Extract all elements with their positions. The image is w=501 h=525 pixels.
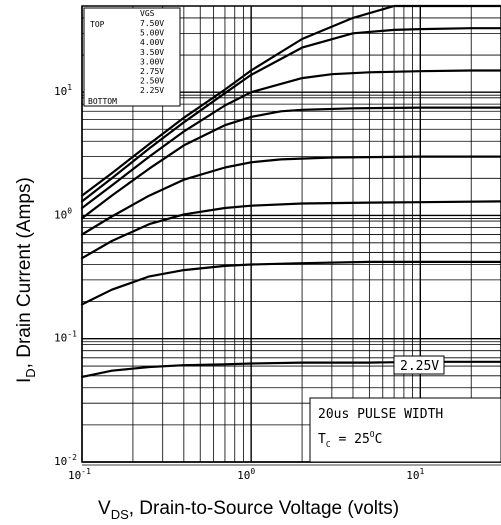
legend-entry: 4.00V [140, 38, 164, 47]
series-line-5-00v [80, 27, 501, 203]
temperature-symbol: T [318, 432, 326, 447]
x-tick-base: 10 [68, 469, 81, 482]
x-tick-label: 10-1 [68, 467, 91, 482]
temperature-degree: O [370, 430, 375, 439]
series-line-3-50v [80, 106, 501, 220]
y-tick-label: 10-1 [54, 330, 77, 345]
x-tick-exponent: 1 [420, 467, 425, 476]
legend-entry: 7.50V [140, 19, 164, 28]
test-conditions-box: 20us PULSE WIDTH TC = 25OC [309, 397, 501, 463]
pulse-width-note: 20us PULSE WIDTH [318, 407, 443, 422]
curve-label-text: 2.25V [400, 359, 439, 374]
curve-label-box [393, 355, 445, 375]
x-tick-base: 10 [406, 469, 419, 482]
series-line-4-00v [80, 69, 501, 210]
x-tick-label: 100 [237, 467, 255, 482]
series-line-2-50v [80, 260, 501, 306]
legend-entry: 2.25V [140, 86, 164, 95]
x-tick-label: 101 [406, 467, 424, 482]
x-axis-title-main: V [98, 498, 111, 519]
y-tick-label: 101 [54, 83, 72, 98]
y-tick-label: 10-2 [54, 453, 77, 468]
y-tick-label: 100 [54, 206, 72, 221]
y-tick-exponent: 1 [67, 83, 72, 92]
y-axis-title: ID, Drain Current (Amps) [14, 177, 38, 383]
legend-entry: 2.75V [140, 67, 164, 76]
legend-entry: 3.00V [140, 57, 164, 66]
x-tick-exponent: 0 [250, 467, 255, 476]
legend-bottom-label: BOTTOM [88, 97, 117, 106]
y-tick-base: 10 [54, 208, 67, 221]
temperature-value: = 25 [331, 432, 370, 447]
temperature-subscript: C [326, 440, 331, 449]
y-tick-exponent: 0 [67, 206, 72, 215]
plot-frame [81, 5, 501, 463]
y-axis-title-main: I [14, 378, 35, 383]
x-axis-title-sub: DS [111, 507, 129, 522]
temperature-note: TC = 25OC [318, 430, 382, 449]
legend-top-label: TOP [90, 20, 105, 29]
y-tick-exponent: -2 [67, 453, 77, 462]
x-tick-exponent: -1 [81, 467, 91, 476]
legend-entry: 2.50V [140, 77, 164, 86]
y-axis-title-sub: D [23, 368, 38, 377]
x-tick-base: 10 [237, 469, 250, 482]
series-layer [80, 4, 501, 378]
legend-box [83, 7, 181, 107]
y-tick-base: 10 [54, 332, 67, 345]
x-tick-labels: 10-1 100 101 [68, 467, 425, 482]
temperature-unit: C [375, 432, 383, 447]
x-axis-title-rest: , Drain-to-Source Voltage (volts) [129, 498, 399, 519]
curve-label-2-25v: 2.25V [393, 355, 445, 375]
legend: VGS TOP BOTTOM 7.50V5.00V4.00V3.50V3.00V… [83, 7, 181, 107]
y-tick-base: 10 [54, 85, 67, 98]
test-conditions-frame [309, 397, 501, 463]
legend-header: VGS [140, 9, 155, 18]
series-line-2-75v [80, 200, 501, 260]
x-axis-title: VDS, Drain-to-Source Voltage (volts) [98, 498, 399, 522]
legend-entry: 5.00V [140, 29, 164, 38]
y-tick-base: 10 [54, 455, 67, 468]
series-line-3-00v [80, 155, 501, 236]
y-tick-exponent: -1 [67, 330, 77, 339]
legend-entry: 3.50V [140, 48, 164, 57]
y-axis-title-rest: , Drain Current (Amps) [14, 177, 35, 368]
